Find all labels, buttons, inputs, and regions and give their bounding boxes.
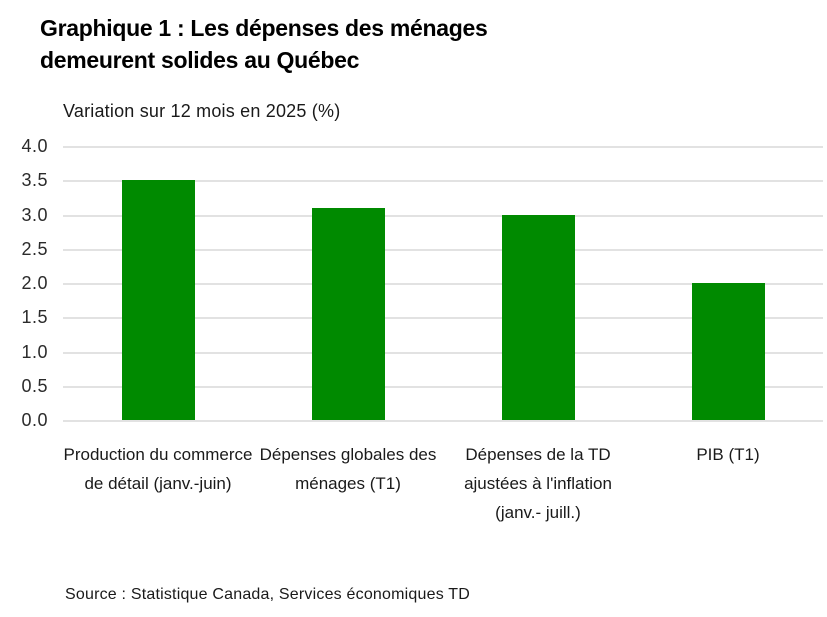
plot-area — [63, 146, 823, 422]
y-tick-label: 1.5 — [21, 307, 48, 328]
x-category-label: Production du commerce de détail (janv.-… — [63, 445, 253, 493]
gridline — [63, 248, 823, 251]
y-tick-label: 1.0 — [21, 341, 48, 362]
bar-1 — [311, 207, 385, 420]
source-note: Source : Statistique Canada, Services éc… — [65, 586, 470, 603]
chart-subtitle: Variation sur 12 mois en 2025 (%) — [63, 101, 341, 121]
x-category-label: Dépenses de la TD ajustées à l'inflation… — [464, 445, 612, 522]
gridline — [63, 283, 823, 285]
y-tick-label: 2.5 — [21, 238, 48, 259]
gridline — [63, 214, 823, 217]
y-tick-label: 3.0 — [21, 204, 48, 225]
y-tick-label: 3.5 — [21, 170, 48, 191]
gridline — [63, 420, 823, 422]
chart-title: Graphique 1 : Les dépenses des ménages d… — [40, 15, 488, 73]
gridline — [63, 146, 823, 148]
gridline — [63, 317, 823, 320]
bar-0 — [121, 180, 195, 420]
y-tick-label: 4.0 — [21, 136, 48, 156]
x-category-label: PIB (T1) — [696, 445, 760, 464]
gridline — [63, 351, 823, 354]
bar-2 — [501, 214, 575, 420]
bar-3 — [691, 283, 765, 420]
x-category-label: Dépenses globales des ménages (T1) — [259, 445, 437, 493]
gridline — [63, 385, 823, 388]
y-tick-label: 0.0 — [21, 410, 48, 430]
gridline — [63, 180, 823, 183]
y-tick-label: 2.0 — [21, 273, 48, 293]
y-tick-label: 0.5 — [21, 375, 48, 396]
